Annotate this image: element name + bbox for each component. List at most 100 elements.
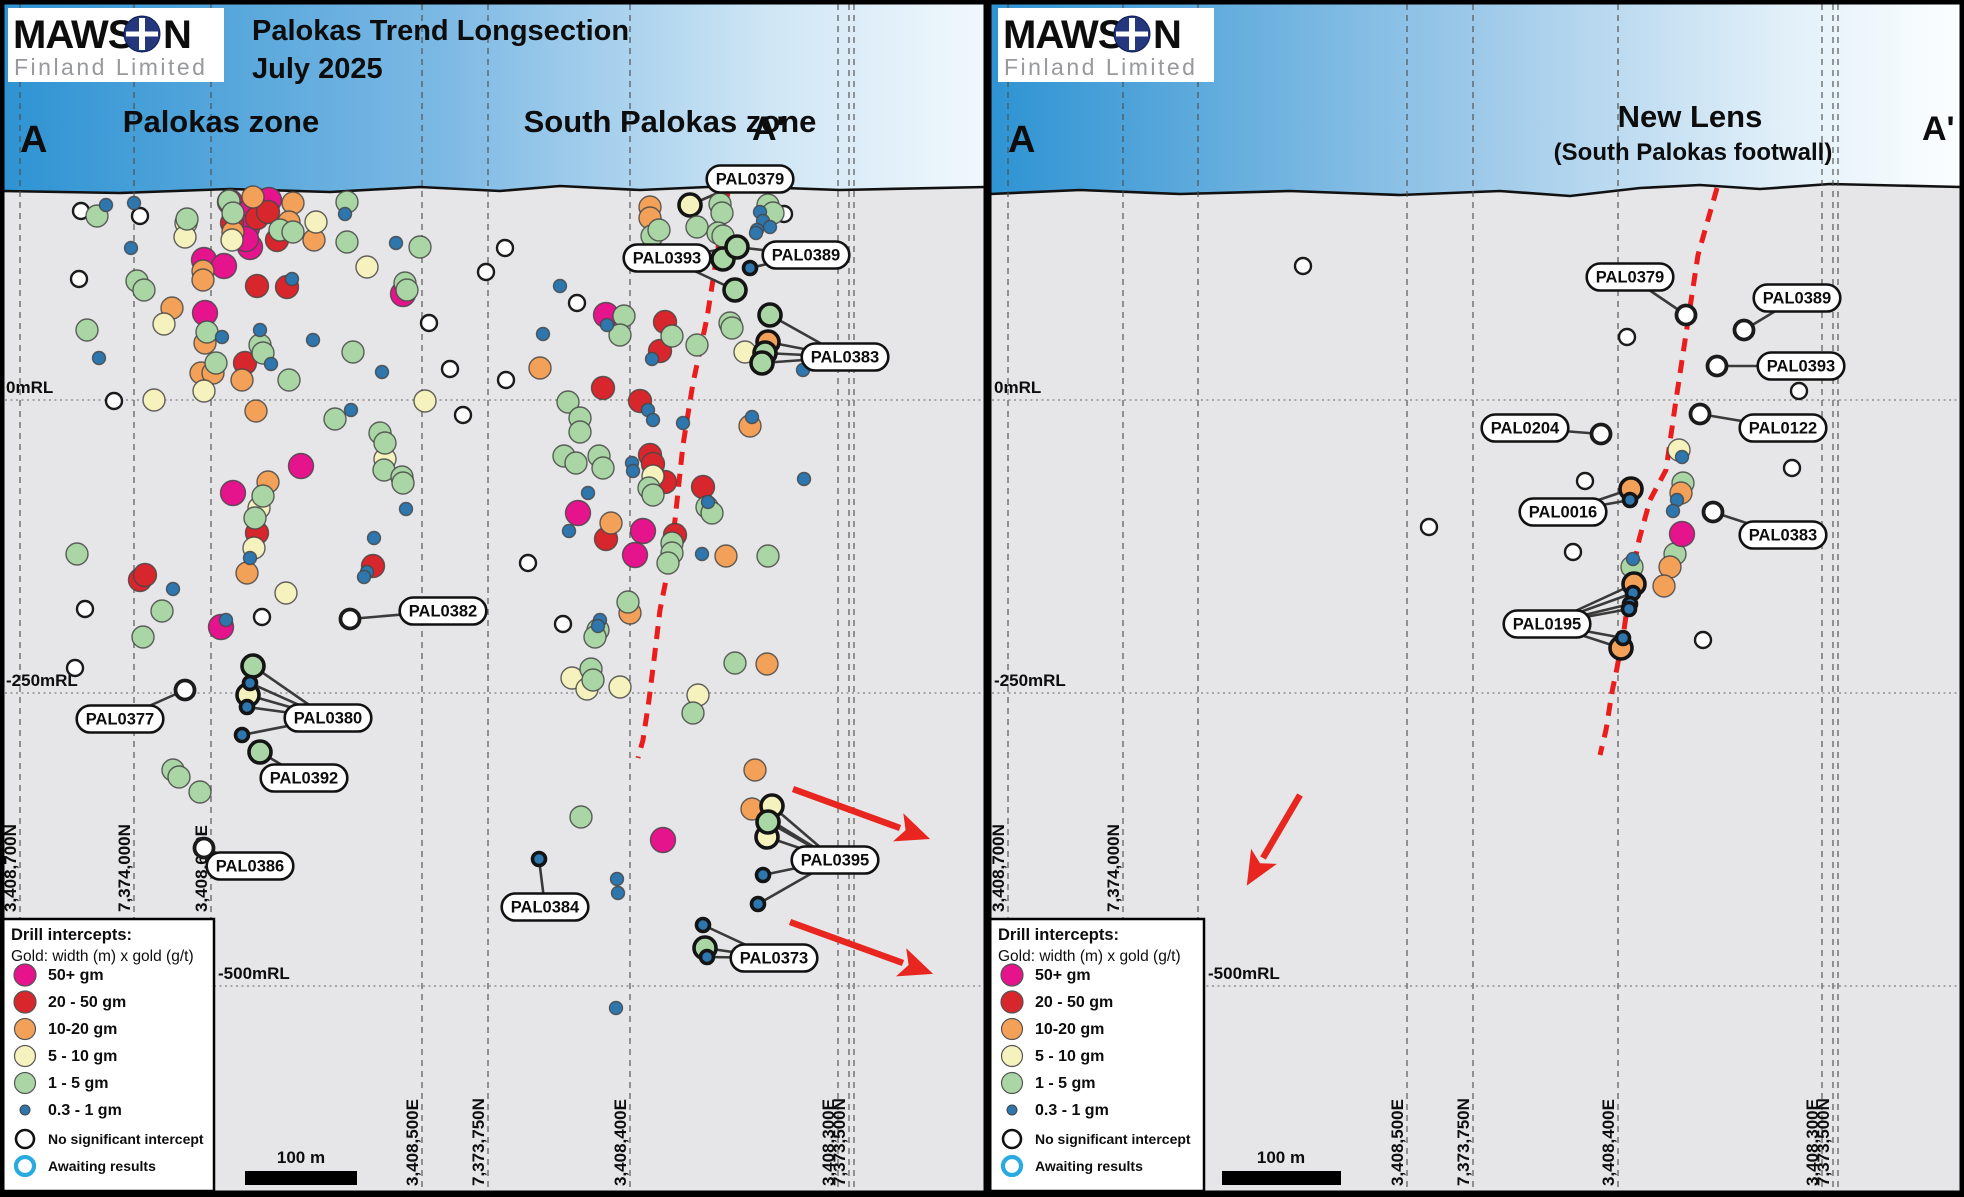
intercept-dot-y	[413, 389, 437, 413]
intercept-dot-o	[235, 561, 259, 585]
drillhole-label: PAL0379	[716, 171, 784, 189]
intercept-dot-g	[569, 805, 593, 829]
intercept-dot-g	[756, 544, 780, 568]
legend-item-label: 20 - 50 gm	[48, 994, 126, 1011]
intercept-dot-b	[748, 225, 764, 241]
drillhole-label: PAL0204	[1491, 420, 1560, 438]
intercept-dot-b	[343, 402, 359, 418]
intercept-dot-y	[304, 210, 328, 234]
intercept-dot-r	[590, 375, 616, 401]
intercept-dot-o	[230, 368, 254, 392]
plunge-arrow-shaft	[791, 785, 902, 832]
legend-item-label: 0.3 - 1 gm	[1035, 1102, 1109, 1119]
intercept-dot-b	[1674, 449, 1690, 465]
drillhole-label: PAL0383	[811, 349, 879, 367]
axis-label: 3,408,500E	[1388, 1099, 1407, 1186]
intercept-dot-w	[553, 614, 573, 634]
logo-box	[8, 8, 224, 82]
drillhole-label: PAL0384	[511, 899, 580, 917]
intercept-dot-g-ringed	[240, 653, 266, 679]
intercept-dot-o	[191, 268, 215, 292]
intercept-dot-b	[165, 581, 181, 597]
intercept-dot-g	[681, 701, 705, 725]
scalebar	[1222, 1171, 1341, 1185]
intercept-dot-g	[167, 765, 191, 789]
intercept-dot-g-ringed	[247, 739, 273, 765]
intercept-dot-b-ringed	[749, 895, 767, 913]
callout-pill	[729, 943, 819, 973]
intercept-dot-g	[243, 506, 267, 530]
intercept-dot-b	[1625, 551, 1641, 567]
callout-pill	[705, 164, 795, 194]
header-sky	[3, 3, 985, 193]
drillhole-callout: PAL0393	[622, 243, 712, 273]
drillhole-label: PAL0380	[294, 710, 362, 728]
intercept-dot-b	[126, 195, 142, 211]
intercept-dot-w	[252, 607, 272, 627]
intercept-dot-r	[132, 562, 158, 588]
header-sky	[990, 3, 1961, 196]
intercept-dot-g	[720, 316, 744, 340]
drillhole-callout: PAL0389	[761, 240, 851, 270]
intercept-dot-y	[608, 675, 632, 699]
intercept-dot-g	[65, 542, 89, 566]
scalebar-label: 100 m	[1257, 1148, 1305, 1167]
mrl-label: 0mRL	[6, 378, 53, 397]
legend: Drill intercepts: Gold: width (m) x gold …	[1, 917, 216, 1193]
panel-border	[988, 1, 1963, 1194]
intercept-dot-w	[1575, 471, 1595, 491]
intercept-dot-b	[552, 278, 568, 294]
axis-label: 3,408,400E	[1599, 1099, 1618, 1186]
legend-box	[1, 917, 216, 1193]
legend-title: Drill intercepts:	[11, 926, 132, 944]
panel-right: 3,408,700N7,374,000N3,408,600E3,408,500E…	[988, 1, 1963, 1194]
intercept-dot-o	[528, 356, 552, 380]
intercept-dot-y-ringed	[677, 192, 703, 218]
drillhole-label: PAL0383	[1749, 527, 1817, 545]
intercept-dot-b-ringed	[754, 866, 772, 884]
drillhole-label: PAL0393	[1767, 358, 1835, 376]
intercept-dot-b-ringed	[241, 674, 259, 692]
legend-swatch-b	[1006, 1104, 1018, 1116]
intercept-dot-y	[274, 581, 298, 605]
legend-item-label: No significant intercept	[1035, 1131, 1191, 1147]
intercept-dot-r	[690, 474, 716, 500]
intercept-dot-g	[221, 201, 245, 225]
intercept-dot-g	[581, 668, 605, 692]
intercept-dot-m	[287, 452, 315, 480]
intercept-dot-b	[796, 471, 812, 487]
intercept-dot-g	[591, 456, 615, 480]
intercept-dot-y	[220, 228, 244, 252]
axis-label: 7,374,000N	[115, 824, 134, 912]
legend-item-label: 1 - 5 gm	[1035, 1075, 1095, 1092]
intercept-dot-m	[621, 541, 649, 569]
intercept-dot-w	[1563, 542, 1583, 562]
intercept-dot-w-ringed	[1589, 422, 1613, 446]
intercept-dot-g	[685, 333, 709, 357]
intercept-dot-g-ringed	[749, 350, 775, 376]
intercept-dot-w	[130, 206, 150, 226]
section-letter-a: A	[1008, 119, 1035, 161]
axis-label: 3,408,700N	[989, 824, 1008, 912]
intercept-dot-m	[219, 479, 247, 507]
legend-item-label: 10-20 gm	[1035, 1021, 1104, 1038]
logo-subtitle: Finland Limited	[1004, 54, 1197, 80]
legend-swatch-y	[1000, 1044, 1024, 1068]
intercept-dot-g	[710, 201, 734, 225]
figure-title-line2: July 2025	[252, 53, 383, 85]
axis-label: 3,408,700N	[1, 824, 20, 912]
intercept-dot-w	[567, 293, 587, 313]
mrl-label: -500mRL	[1208, 964, 1280, 983]
intercept-dot-w	[1293, 256, 1313, 276]
legend-subtitle: Gold: width (m) x gold (g/t)	[11, 948, 194, 965]
intercept-dot-g	[251, 484, 275, 508]
intercept-dot-b	[675, 415, 691, 431]
intercept-dot-b	[242, 550, 258, 566]
axis-label: 3,408,300E	[1803, 1099, 1822, 1186]
plunge-arrow-head	[1246, 848, 1277, 886]
legend-item-label: 5 - 10 gm	[1035, 1048, 1104, 1065]
legend-swatch-o	[13, 1017, 37, 1041]
intercept-dot-b	[590, 618, 606, 634]
intercept-dot-b	[625, 463, 641, 479]
